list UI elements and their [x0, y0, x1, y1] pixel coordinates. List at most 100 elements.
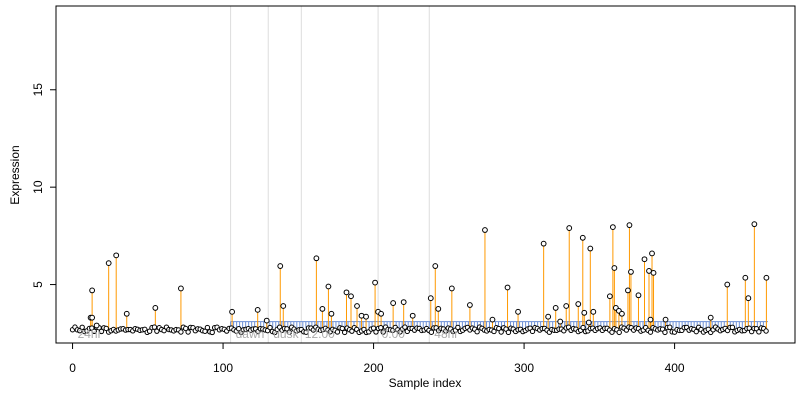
- y-tick-label: 5: [31, 281, 45, 288]
- baseline-point: [334, 329, 341, 335]
- baseline-point: [498, 329, 504, 335]
- data-point: [93, 322, 100, 329]
- baseline-point: [402, 324, 408, 330]
- data-point: [105, 260, 112, 267]
- annotation-label: dawn: [236, 327, 265, 341]
- baseline-point: [79, 324, 85, 331]
- data-point: [552, 305, 559, 311]
- data-point: [482, 227, 488, 233]
- data-point: [89, 314, 96, 321]
- baseline-point: [161, 327, 167, 334]
- baseline-point: [91, 328, 97, 334]
- baseline-point: [103, 325, 109, 332]
- data-point: [319, 306, 326, 312]
- data-point: [280, 303, 287, 309]
- annotation-label: 12:00: [305, 327, 335, 341]
- data-point: [89, 287, 96, 294]
- baseline-point: [729, 324, 736, 331]
- data-point: [626, 222, 633, 229]
- baseline-point: [185, 329, 191, 335]
- baseline-point: [474, 329, 480, 335]
- data-point: [619, 310, 625, 317]
- data-point: [647, 316, 654, 323]
- baseline-point: [609, 329, 615, 335]
- baseline-point: [286, 329, 292, 335]
- data-point: [650, 269, 657, 276]
- data-point: [328, 310, 335, 317]
- data-point: [641, 256, 648, 263]
- data-point: [585, 319, 592, 326]
- data-point: [649, 250, 655, 257]
- data-point: [628, 268, 634, 275]
- baseline-point: [505, 329, 512, 336]
- data-point: [625, 287, 631, 294]
- data-point: [254, 306, 261, 313]
- baseline-point: [183, 325, 189, 332]
- x-tick-label: 400: [665, 361, 685, 375]
- annotations: 24hr dawn dusk 12:00 0:00 48hr: [78, 327, 459, 341]
- data-point: [113, 252, 120, 259]
- data-point: [435, 306, 442, 312]
- data-point: [263, 317, 270, 324]
- baseline-point: [529, 328, 536, 335]
- data-point: [662, 316, 669, 323]
- baseline-point: [756, 329, 762, 335]
- data-point: [751, 221, 758, 228]
- x-axis-title: Sample index: [389, 376, 462, 390]
- data-point: [724, 281, 731, 288]
- baseline-point: [693, 328, 699, 335]
- baseline-point: [763, 328, 769, 334]
- data-point: [358, 312, 365, 319]
- baseline-point: [267, 324, 273, 331]
- data-point: [581, 309, 588, 316]
- data-point: [545, 313, 552, 320]
- data-point: [575, 301, 582, 307]
- data-point: [432, 263, 439, 269]
- data-point: [363, 313, 369, 320]
- data-point: [409, 312, 416, 319]
- stems: [90, 224, 767, 329]
- annotation-label: 48hr: [434, 327, 458, 341]
- x-tick-label: 200: [364, 361, 384, 375]
- baseline-point: [491, 328, 497, 335]
- data-point: [123, 310, 130, 317]
- data-point: [348, 293, 354, 300]
- data-point: [515, 308, 521, 315]
- baseline-point: [204, 324, 211, 331]
- baseline-point: [349, 328, 355, 334]
- data-point: [540, 240, 547, 247]
- data-point: [448, 285, 455, 292]
- baseline-point: [303, 329, 309, 335]
- baseline-point: [236, 325, 242, 332]
- baseline-point: [647, 329, 654, 335]
- baseline-point: [380, 329, 386, 335]
- data-point: [229, 308, 235, 315]
- data-point: [563, 303, 570, 309]
- data-point: [325, 283, 332, 290]
- divider-lines: [230, 6, 430, 343]
- plot-frame: [55, 5, 796, 344]
- baseline-point: [667, 324, 673, 330]
- data-point: [313, 255, 320, 262]
- annotation-label: 0:00: [382, 327, 406, 341]
- baseline-point: [580, 324, 586, 331]
- data-point: [606, 293, 613, 300]
- x-tick-label: 100: [213, 361, 233, 375]
- y-tick-label: 10: [31, 180, 45, 194]
- baseline-point: [496, 325, 502, 332]
- data-point: [557, 318, 564, 325]
- data-point: [277, 263, 284, 269]
- baseline-point: [662, 329, 668, 336]
- baseline-point: [146, 328, 153, 334]
- annotation-label: 24hr: [78, 327, 102, 341]
- data-point: [609, 224, 616, 230]
- x-tick-label: 300: [514, 361, 534, 375]
- data-point: [742, 274, 749, 281]
- data-point: [372, 279, 378, 286]
- x-axis: 0 100 200 300 400: [69, 342, 685, 375]
- baseline-point: [455, 324, 461, 331]
- baseline-point: [428, 329, 435, 335]
- data-point: [178, 285, 184, 292]
- data-point: [579, 234, 586, 241]
